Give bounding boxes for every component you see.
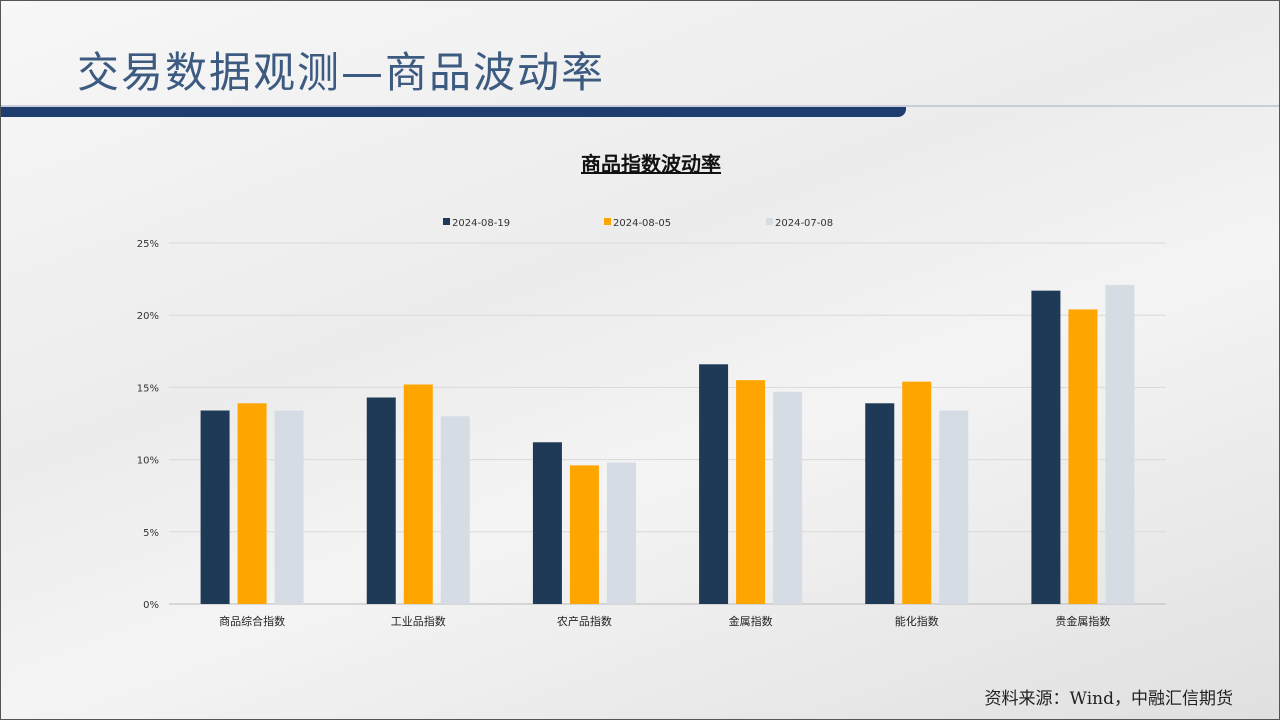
x-tick-label: 工业品指数 <box>391 614 446 628</box>
bar <box>237 403 267 604</box>
header-bar <box>1 107 906 117</box>
bar <box>1068 309 1098 604</box>
bar <box>939 410 969 604</box>
legend-label: 2024-07-08 <box>775 218 833 229</box>
y-tick-label: 15% <box>137 383 159 394</box>
legend-label: 2024-08-19 <box>452 218 510 229</box>
bar <box>1105 284 1135 604</box>
x-tick-label: 商品综合指数 <box>219 614 285 628</box>
bar <box>606 462 636 604</box>
bar <box>1031 290 1061 604</box>
bar <box>532 442 562 604</box>
bar <box>366 397 396 604</box>
bar <box>773 391 803 604</box>
x-tick-label: 金属指数 <box>729 614 773 628</box>
bar <box>699 364 729 604</box>
bar <box>440 416 470 604</box>
legend-marker <box>604 218 611 225</box>
legend-marker <box>766 218 773 225</box>
bar <box>865 403 895 604</box>
bar <box>902 381 932 604</box>
bar <box>569 465 599 604</box>
chart-title: 商品指数波动率 <box>581 152 721 176</box>
legend-label: 2024-08-05 <box>613 218 671 229</box>
source-note: 资料来源：Wind，中融汇信期货 <box>984 689 1233 709</box>
x-tick-label: 贵金属指数 <box>1055 614 1110 628</box>
y-tick-label: 5% <box>143 528 159 539</box>
legend-marker <box>443 218 450 225</box>
y-tick-label: 0% <box>143 600 159 611</box>
y-tick-label: 20% <box>137 311 159 322</box>
x-tick-label: 农产品指数 <box>557 614 612 628</box>
y-tick-label: 25% <box>137 239 159 250</box>
x-tick-label: 能化指数 <box>895 614 939 628</box>
header-line <box>1 105 1279 107</box>
bar <box>200 410 230 604</box>
bar <box>274 410 304 604</box>
y-tick-label: 10% <box>137 456 159 467</box>
bar <box>736 380 766 604</box>
bar <box>403 384 433 604</box>
slide-title: 交易数据观测—商品波动率 <box>77 48 606 97</box>
